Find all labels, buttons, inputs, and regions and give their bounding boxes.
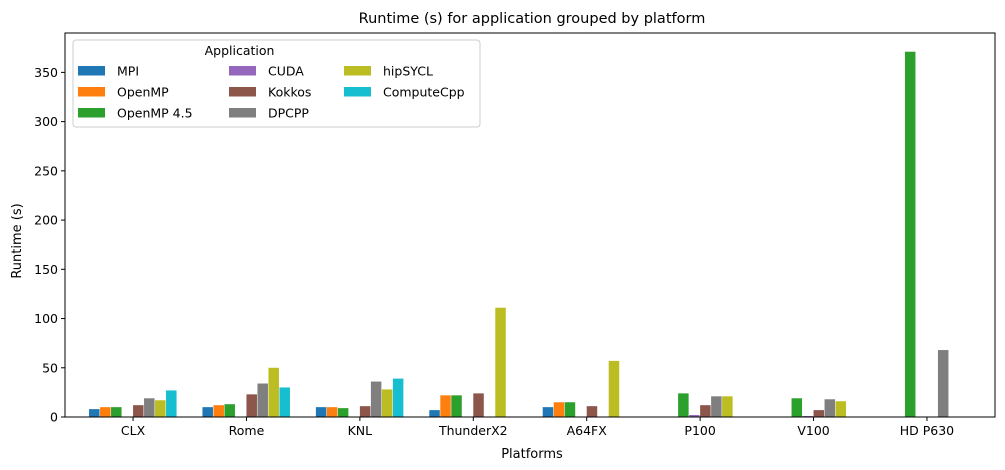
x-tick-label: CLX [121,423,146,438]
bar-hipsycl-v100 [835,401,847,417]
chart-title: Runtime (s) for application grouped by p… [359,11,706,27]
bar-kokkos-clx [133,405,144,417]
legend-label-dpcpp: DPCPP [268,106,309,121]
x-tick-label: P100 [684,423,715,438]
legend-swatch-openmp-4-5 [78,108,105,118]
bar-openmp-4-5-v100 [791,398,803,417]
y-tick-label: 0 [50,410,58,425]
bar-dpcpp-hd-p630 [937,350,949,417]
legend-swatch-mpi [78,66,105,76]
y-tick-label: 50 [42,360,58,375]
legend: Application MPI OpenMP OpenMP 4.5 CUDA Kokkos… [72,39,481,128]
bar-kokkos-knl [359,406,371,417]
bar-openmp-4-5-hd-p630 [904,51,916,418]
bar-dpcpp-knl [370,381,382,417]
bar-openmp-rome [213,405,224,417]
y-tick-label: 300 [34,114,58,129]
bar-hipsycl-clx [155,400,166,417]
bar-cuda-p100 [689,415,700,417]
bar-dpcpp-v100 [824,399,836,417]
bar-mpi-thunderx2 [429,410,440,417]
bar-openmp-4-5-clx [111,407,122,417]
x-tick-label: A64FX [567,423,608,438]
legend-swatch-kokkos [229,87,256,97]
bar-dpcpp-rome [257,383,268,417]
legend-label-openmp: OpenMP [117,85,169,100]
bar-kokkos-a64fx [586,406,598,417]
bar-computecpp-knl [392,378,404,417]
legend-box [72,39,481,128]
y-tick-label: 350 [34,65,58,80]
bar-kokkos-thunderx2 [473,393,484,417]
legend-label-openmp-4-5: OpenMP 4.5 [117,106,193,121]
bar-openmp-4-5-knl [337,408,349,417]
y-tick-label: 150 [34,262,58,277]
bar-mpi-knl [315,407,327,417]
x-tick-label: KNL [348,423,373,438]
bar-hipsycl-thunderx2 [495,307,506,417]
bar-computecpp-rome [279,387,290,417]
bar-openmp-4-5-p100 [678,393,689,417]
legend-label-computecpp: ComputeCpp [383,85,465,100]
bar-openmp-thunderx2 [440,395,451,417]
bar-hipsycl-knl [381,389,393,417]
bar-kokkos-p100 [700,405,711,417]
y-axis-label: Runtime (s) [10,203,25,278]
bar-mpi-a64fx [542,407,554,417]
legend-label-kokkos: Kokkos [268,85,311,100]
axes-layer: CLX Rome KNL ThunderX2 A64FX P100 V100 HD P630 0… [34,32,996,438]
legend-swatch-computecpp [344,87,371,97]
bar-hipsycl-a64fx [608,360,620,417]
bar-openmp-a64fx [553,402,565,417]
plot-frame [64,32,996,418]
legend-title: Application [205,43,275,58]
x-tick-label: ThunderX2 [438,423,508,438]
x-tick-label: V100 [797,423,829,438]
bar-hipsycl-rome [268,367,279,417]
legend-swatch-dpcpp [229,108,256,118]
legend-label-cuda: CUDA [268,64,304,79]
y-tick-label: 250 [34,163,58,178]
x-axis-label: Platforms [501,447,563,462]
legend-swatch-hipsycl [344,66,371,76]
bar-computecpp-clx [166,390,177,417]
bar-mpi-rome [202,407,213,417]
y-tick-label: 200 [34,213,58,228]
bar-kokkos-rome [246,394,257,417]
legend-label-hipsycl: hipSYCL [383,64,433,79]
bar-dpcpp-clx [144,398,155,417]
legend-swatch-cuda [229,66,256,76]
bar-hipsycl-p100 [722,396,733,417]
legend-label-mpi: MPI [117,64,139,79]
bar-openmp-4-5-rome [224,404,235,417]
bar-openmp-4-5-thunderx2 [451,395,462,417]
x-tick-label: Rome [229,423,265,438]
bar-kokkos-v100 [813,410,825,417]
bar-openmp-clx [100,407,111,417]
bar-mpi-clx [89,409,100,417]
bar-openmp-knl [326,407,338,417]
y-tick-label: 100 [34,311,58,326]
bar-dpcpp-p100 [711,396,722,417]
bar-openmp-4-5-a64fx [564,402,576,417]
x-tick-label: HD P630 [900,423,954,438]
legend-swatch-openmp [78,87,105,97]
